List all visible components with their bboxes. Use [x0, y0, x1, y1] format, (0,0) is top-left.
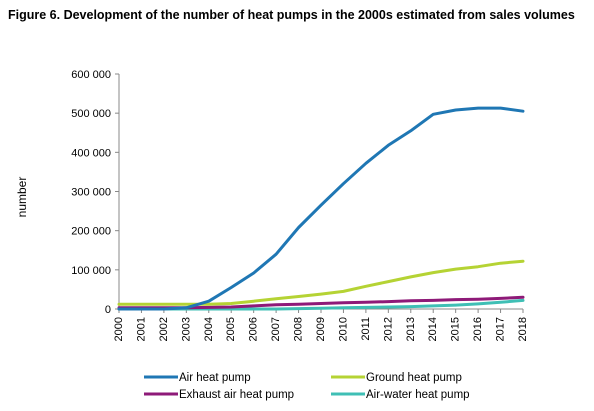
- x-tick-label: 2001: [135, 317, 147, 341]
- legend-label-air-heat-pump: Air heat pump: [179, 372, 251, 384]
- series-line-air-heat-pump: [117, 106, 525, 311]
- x-tick-label: 2010: [337, 317, 349, 341]
- y-tick-label: 200 000: [71, 226, 111, 238]
- legend-label-exhaust-air-heat-pump: Exhaust air heat pump: [179, 389, 294, 401]
- x-tick-label: 2009: [315, 317, 327, 341]
- legend-label-air-water-heat-pump: Air-water heat pump: [366, 389, 470, 401]
- x-tick-label: 2008: [293, 317, 305, 341]
- x-tick-label: 2017: [495, 317, 507, 341]
- x-tick-label: 2003: [180, 317, 192, 341]
- series-line-ground-heat-pump: [117, 259, 525, 306]
- x-tick-label: 2014: [427, 317, 439, 341]
- x-tick-label: 2015: [450, 317, 462, 341]
- y-tick-label: 300 000: [71, 187, 111, 199]
- x-tick-label: 2000: [113, 317, 125, 341]
- x-tick-label: 2012: [382, 317, 394, 341]
- chart-title: Figure 6. Development of the number of h…: [8, 8, 575, 22]
- y-tick-label: 500 000: [71, 108, 111, 120]
- x-tick-label: 2004: [203, 317, 215, 341]
- y-tick-label: 100 000: [71, 265, 111, 277]
- x-tick-label: 2002: [158, 317, 170, 341]
- y-tick-label: 400 000: [71, 147, 111, 159]
- x-tick-label: 2013: [405, 317, 417, 341]
- x-tick-label: 2007: [270, 317, 282, 341]
- x-tick-label: 2005: [225, 317, 237, 341]
- x-tick-label: 2006: [248, 317, 260, 341]
- x-tick-label: 2018: [517, 317, 529, 341]
- x-tick-label: 2016: [472, 317, 484, 341]
- y-tick-label: 600 000: [71, 69, 111, 81]
- y-tick-label: 0: [105, 304, 111, 316]
- x-tick-label: 2011: [360, 317, 372, 341]
- legend-label-ground-heat-pump: Ground heat pump: [366, 372, 462, 384]
